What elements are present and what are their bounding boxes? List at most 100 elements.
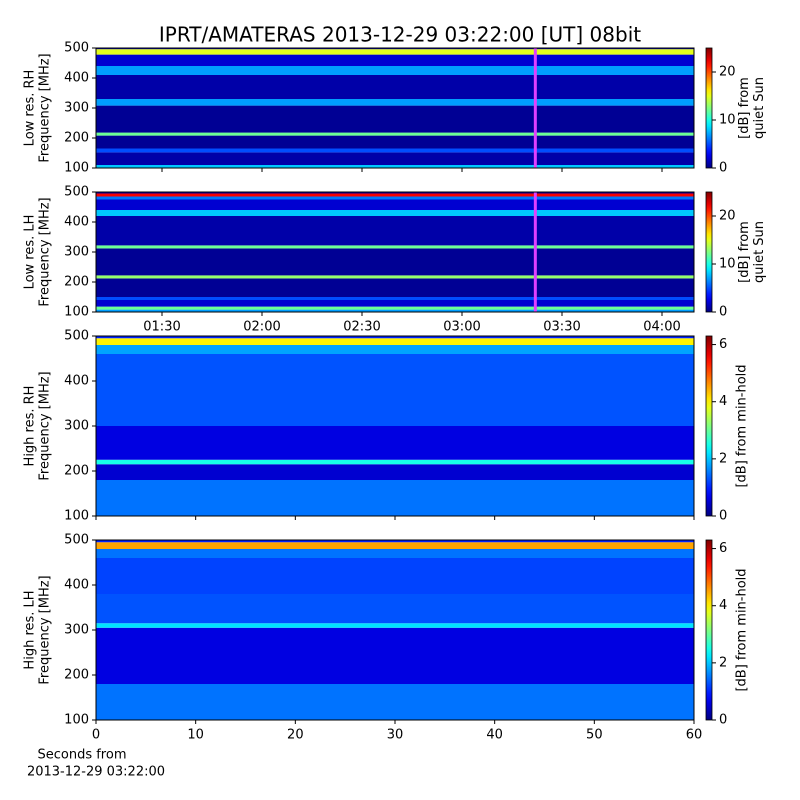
y-tick-label: 200 [64,668,89,683]
y-tick-label: 100 [64,161,89,176]
colorbar [705,191,713,313]
colorbar-tick-label: 4 [719,394,727,409]
colorbar-label: [dB] from min-hold [735,364,750,487]
colorbar-tick-label: 6 [719,337,727,352]
colorbar-tick-label: 6 [719,541,727,556]
heat-band [96,459,694,465]
heat-band [96,66,694,75]
heat-band [96,132,694,136]
y-tick-label: 100 [64,509,89,524]
colorbar-label: quiet Sun [752,221,767,283]
heat-band [96,248,694,276]
heat-band [96,245,694,249]
y-tick-label: 300 [64,623,89,638]
x-tick-label: 0 [92,728,100,743]
y-axis-label: Low res. LH [23,215,38,290]
colorbar [705,539,713,721]
y-tick-label: 200 [64,131,89,146]
colorbar-label: [dB] from min-hold [735,568,750,691]
heat-band [96,75,694,99]
y-tick-label: 400 [64,215,89,230]
x-tick-label: 01:30 [143,320,180,335]
heat-band [96,426,694,460]
y-axis-label: High res. RH [23,386,38,467]
y-axis-label: Frequency [MHz] [38,53,53,162]
y-tick-label: 400 [64,578,89,593]
y-tick-label: 200 [64,464,89,479]
heat-band [96,54,694,66]
heat-band [96,99,694,106]
heat-band [96,627,694,684]
heat-band [96,338,694,345]
heat-band [96,540,694,543]
x-tick-label: 60 [686,728,703,743]
y-tick-label: 300 [64,419,89,434]
heat-band [96,549,694,558]
y-tick-label: 400 [64,374,89,389]
colorbar-tick-label: 0 [719,161,727,176]
heat-band [96,480,694,516]
y-tick-label: 500 [64,185,89,200]
heat-band [96,309,694,312]
y-axis-label: High res. LH [23,590,38,669]
x-tick-label: 10 [187,728,204,743]
heat-band [96,152,694,165]
colorbar-tick-label: 0 [719,713,727,728]
x-tick-label: 40 [486,728,503,743]
colorbar-tick-label: 4 [719,598,727,613]
colorbar [705,335,713,517]
heat-band [96,48,694,50]
heat-band [96,464,694,480]
heat-band [96,275,694,279]
y-axis-label: Frequency [MHz] [38,575,53,684]
heat-band [96,49,694,55]
heat-band [96,623,694,628]
heat-band [96,345,694,354]
heat-band [96,148,694,153]
heat-band [96,684,694,720]
colorbar-tick-label: 20 [719,65,736,80]
x-tick-label: 02:30 [343,320,380,335]
heat-band [96,558,694,594]
y-tick-label: 300 [64,101,89,116]
x-tick-label: 04:00 [643,320,680,335]
heat-band [96,594,694,624]
heat-band [96,354,694,426]
y-axis-label: Frequency [MHz] [38,197,53,306]
figure-title: IPRT/AMATERAS 2013-12-29 03:22:00 [UT] 0… [159,23,641,47]
y-tick-label: 100 [64,305,89,320]
heat-band [96,192,694,194]
y-tick-label: 300 [64,245,89,260]
y-axis-label: Low res. RH [23,70,38,147]
heat-band [96,199,694,210]
y-tick-label: 500 [64,329,89,344]
heat-band [96,297,694,300]
y-tick-label: 200 [64,275,89,290]
x-axis-label: 2013-12-29 03:22:00 [27,765,165,780]
colorbar-tick-label: 2 [719,451,727,466]
heat-band [96,165,694,168]
colorbar-tick-label: 0 [719,305,727,320]
heat-band [96,193,694,197]
heat-band [96,196,694,200]
heat-band [96,278,694,297]
x-tick-label: 20 [287,728,304,743]
heat-band [96,216,694,246]
y-tick-label: 100 [64,713,89,728]
heat-band [96,210,694,216]
colorbar-tick-label: 10 [719,257,736,272]
x-axis-label: Seconds from [37,748,126,763]
colorbar-tick-label: 20 [719,209,736,224]
colorbar-tick-label: 2 [719,655,727,670]
colorbar-tick-label: 0 [719,509,727,524]
colorbar-tick-label: 10 [719,113,736,128]
heat-band [96,336,694,339]
x-tick-label: 03:00 [443,320,480,335]
colorbar [705,47,713,169]
y-axis-label: Frequency [MHz] [38,371,53,480]
colorbar-label: [dB] from [737,77,752,139]
heat-band [96,300,694,307]
y-tick-label: 500 [64,41,89,56]
x-tick-label: 03:30 [543,320,580,335]
